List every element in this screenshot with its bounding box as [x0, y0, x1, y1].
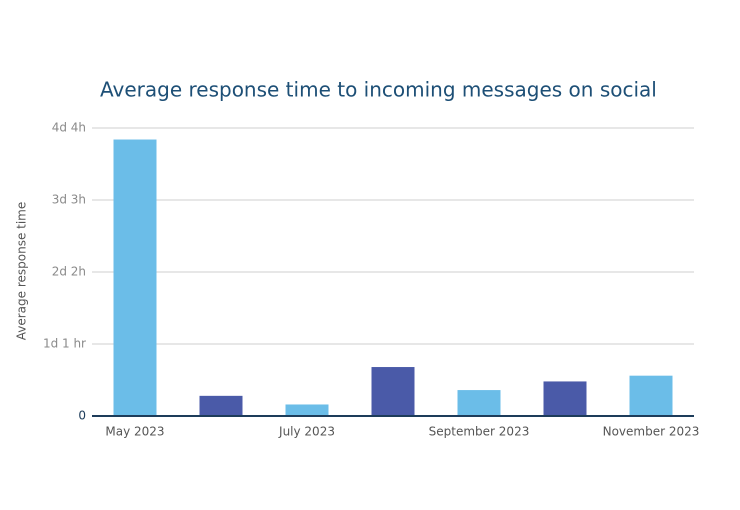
bar: [113, 139, 157, 416]
x-tick-label: May 2023: [105, 425, 164, 439]
bar: [199, 395, 243, 416]
x-tick-label: November 2023: [603, 425, 700, 439]
bar: [629, 375, 673, 416]
chart-title: Average response time to incoming messag…: [100, 78, 657, 102]
bar: [543, 381, 587, 416]
y-tick-label: 4d 4h: [52, 121, 86, 135]
bar: [457, 390, 501, 416]
x-tick-label: July 2023: [278, 425, 335, 439]
bar: [371, 367, 415, 416]
bar: [285, 404, 329, 416]
y-tick-label: 0: [78, 409, 86, 423]
y-tick-label: 3d 3h: [52, 193, 86, 207]
y-tick-label: 1d 1 hr: [43, 337, 86, 351]
y-axis-label: Average response time: [15, 202, 29, 341]
x-tick-label: September 2023: [429, 425, 530, 439]
y-tick-label: 2d 2h: [52, 265, 86, 279]
